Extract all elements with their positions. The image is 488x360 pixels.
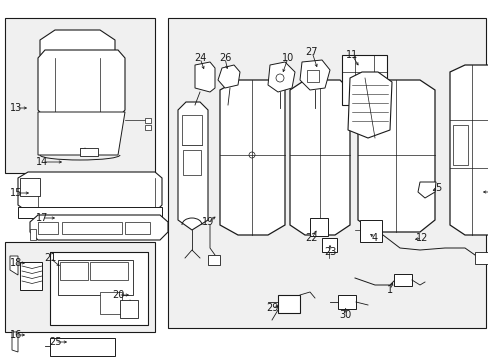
Text: 16: 16 <box>10 330 22 340</box>
Polygon shape <box>449 65 488 235</box>
Polygon shape <box>357 80 434 232</box>
Bar <box>145 118 151 123</box>
Polygon shape <box>120 300 138 318</box>
Text: 4: 4 <box>371 233 377 243</box>
Bar <box>321 238 336 252</box>
Bar <box>278 295 299 313</box>
Bar <box>90 262 128 280</box>
Bar <box>5 242 155 332</box>
Polygon shape <box>18 207 162 218</box>
Text: 23: 23 <box>323 247 336 257</box>
Bar <box>309 218 327 236</box>
Bar <box>145 125 151 130</box>
Bar <box>50 338 115 356</box>
Polygon shape <box>417 182 435 198</box>
Polygon shape <box>50 252 148 325</box>
Polygon shape <box>30 215 168 240</box>
Polygon shape <box>30 229 36 240</box>
Polygon shape <box>218 65 240 88</box>
Bar <box>182 115 202 145</box>
Bar <box>58 260 133 295</box>
Polygon shape <box>289 80 349 235</box>
Text: 24: 24 <box>193 53 206 63</box>
Text: 20: 20 <box>112 290 124 300</box>
Polygon shape <box>40 30 115 65</box>
Bar <box>337 295 355 309</box>
Bar <box>474 252 488 264</box>
Polygon shape <box>20 262 42 290</box>
Polygon shape <box>195 62 215 92</box>
Text: 26: 26 <box>218 53 231 63</box>
Polygon shape <box>220 80 285 235</box>
Text: 30: 30 <box>338 310 350 320</box>
Text: 10: 10 <box>281 53 293 63</box>
Polygon shape <box>267 62 294 92</box>
Bar <box>125 222 150 234</box>
Text: 15: 15 <box>10 188 22 198</box>
Text: 13: 13 <box>10 103 22 113</box>
Polygon shape <box>12 332 18 352</box>
Text: 19: 19 <box>202 217 214 227</box>
Bar <box>183 150 201 175</box>
Bar <box>359 220 381 242</box>
Polygon shape <box>38 50 125 118</box>
Text: 17: 17 <box>36 213 48 223</box>
Bar <box>100 292 122 314</box>
Text: 18: 18 <box>10 258 22 268</box>
Text: 21: 21 <box>44 253 56 263</box>
Polygon shape <box>299 60 329 90</box>
Bar <box>306 70 318 82</box>
Bar <box>60 262 88 280</box>
Polygon shape <box>347 72 391 138</box>
Bar <box>62 222 122 234</box>
Bar <box>20 178 40 196</box>
Bar <box>207 255 220 265</box>
Bar <box>38 222 58 234</box>
Text: 27: 27 <box>305 47 318 57</box>
Bar <box>341 55 386 105</box>
Text: 5: 5 <box>434 183 440 193</box>
Polygon shape <box>38 112 125 155</box>
Text: 29: 29 <box>265 303 278 313</box>
Polygon shape <box>10 256 18 275</box>
Bar <box>168 18 485 328</box>
Text: 11: 11 <box>345 50 357 60</box>
Text: 14: 14 <box>36 157 48 167</box>
Polygon shape <box>178 102 207 230</box>
Text: 25: 25 <box>49 337 61 347</box>
Text: 1: 1 <box>386 285 392 295</box>
Bar <box>393 274 411 286</box>
Text: 22: 22 <box>305 233 318 243</box>
Text: 12: 12 <box>415 233 427 243</box>
Bar <box>80 148 98 156</box>
Bar <box>452 125 467 165</box>
Bar <box>5 18 155 173</box>
Polygon shape <box>18 172 162 212</box>
